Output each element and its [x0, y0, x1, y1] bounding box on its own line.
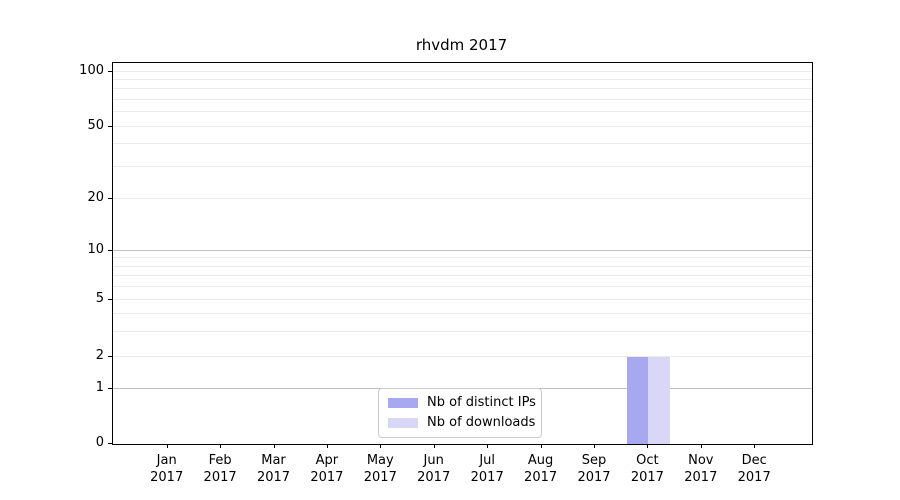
minor-gridline-3	[113, 330, 812, 332]
y-tick-mark-0	[108, 443, 112, 444]
x-tick-mark-jun	[433, 444, 435, 448]
x-tick-label-nov: Nov 2017	[666, 452, 736, 486]
legend: Nb of distinct IPs Nb of downloads	[378, 388, 542, 438]
legend-row: Nb of downloads	[388, 415, 536, 430]
x-tick-mark-jul	[487, 444, 489, 448]
x-tick-year: 2017	[577, 470, 611, 485]
x-tick-mark-mar	[273, 444, 275, 448]
minor-gridline-50	[113, 125, 812, 127]
x-tick-mark-oct	[647, 444, 649, 448]
x-tick-label-dec: Dec 2017	[719, 452, 789, 486]
x-tick-mark-sep	[594, 444, 595, 448]
y-tick-mark-10	[108, 250, 112, 251]
x-tick-month: Sep	[581, 453, 607, 468]
x-tick-year: 2017	[524, 470, 558, 485]
x-tick-year: 2017	[630, 470, 664, 485]
x-tick-month: Jul	[479, 453, 496, 468]
x-tick-label-apr: Apr 2017	[292, 452, 362, 486]
x-tick-mark-nov	[700, 444, 702, 448]
bar-oct-distinct-ips	[627, 357, 649, 444]
minor-gridline-5	[113, 298, 812, 300]
x-tick-mark-may	[380, 444, 382, 448]
x-tick-month: Apr	[315, 453, 339, 468]
x-tick-year: 2017	[150, 470, 184, 485]
minor-gridline-6	[113, 285, 812, 287]
minor-gridline-60	[113, 111, 812, 113]
minor-gridline-100	[113, 70, 812, 72]
x-tick-label-mar: Mar 2017	[239, 452, 309, 486]
minor-gridline-90	[113, 79, 812, 80]
minor-gridline-4	[113, 312, 812, 314]
x-tick-label-jun: Jun 2017	[399, 452, 469, 486]
y-tick-label-2: 2	[95, 348, 104, 363]
x-tick-year: 2017	[737, 470, 771, 485]
x-tick-month: Aug	[527, 453, 554, 468]
x-tick-year: 2017	[417, 470, 451, 485]
x-tick-year: 2017	[256, 470, 291, 485]
x-tick-label-jul: Jul 2017	[452, 452, 522, 486]
y-tick-label-1: 1	[95, 379, 104, 395]
x-tick-mark-apr	[326, 444, 328, 448]
x-tick-mark-aug	[540, 444, 542, 448]
y-tick-label-0: 0	[95, 435, 104, 450]
x-tick-label-may: May 2017	[345, 452, 415, 486]
x-tick-year: 2017	[363, 470, 397, 485]
x-tick-month: Jun	[423, 453, 444, 468]
minor-gridline-40	[113, 143, 812, 145]
minor-gridline-30	[113, 166, 812, 167]
x-tick-mark-jan	[166, 444, 168, 448]
x-tick-month: Dec	[741, 453, 767, 468]
y-tick-label-10: 10	[87, 242, 104, 257]
x-tick-label-sep: Sep 2017	[559, 452, 629, 486]
x-tick-month: Feb	[208, 453, 232, 468]
minor-gridline-2	[113, 356, 812, 357]
minor-gridline-80	[113, 88, 812, 90]
x-tick-month: Nov	[688, 453, 714, 468]
y-tick-label-50: 50	[87, 117, 104, 133]
legend-row: Nb of distinct IPs	[388, 395, 536, 410]
y-tick-label-100: 100	[79, 62, 104, 78]
x-tick-label-jan: Jan 2017	[132, 452, 202, 486]
minor-gridline-7	[113, 275, 812, 276]
y-tick-mark-20	[108, 198, 112, 199]
major-gridline-10	[113, 250, 812, 251]
minor-gridline-70	[113, 99, 812, 100]
y-tick-mark-5	[108, 298, 112, 300]
y-tick-mark-1	[108, 387, 112, 389]
legend-swatch-downloads	[388, 418, 418, 428]
legend-label: Nb of distinct IPs	[427, 395, 536, 410]
y-tick-mark-50	[108, 125, 112, 127]
x-tick-month: Oct	[636, 453, 659, 468]
x-tick-month: Mar	[261, 453, 286, 468]
x-tick-label-aug: Aug 2017	[506, 452, 576, 486]
x-tick-label-oct: Oct 2017	[612, 452, 682, 486]
x-tick-label-feb: Feb 2017	[185, 452, 255, 486]
y-tick-label-20: 20	[87, 190, 104, 205]
x-tick-year: 2017	[203, 470, 237, 485]
minor-gridline-8	[113, 265, 812, 267]
minor-gridline-9	[113, 257, 812, 259]
chart-title: rhvdm 2017	[415, 36, 508, 54]
x-tick-year: 2017	[684, 470, 718, 485]
x-tick-year: 2017	[470, 470, 504, 485]
plot-area	[112, 62, 813, 445]
x-tick-mark-dec	[754, 444, 756, 448]
x-tick-year: 2017	[310, 470, 344, 485]
legend-label: Nb of downloads	[427, 415, 536, 430]
x-tick-mark-feb	[220, 444, 222, 448]
legend-swatch-distinct-ips	[388, 398, 418, 408]
x-tick-month: Jan	[156, 453, 177, 468]
x-tick-month: May	[366, 453, 394, 468]
y-tick-mark-100	[108, 70, 112, 72]
bar-oct-downloads	[648, 357, 670, 444]
y-tick-mark-2	[108, 356, 112, 357]
minor-gridline-20	[113, 198, 812, 199]
y-tick-label-5: 5	[95, 290, 104, 306]
